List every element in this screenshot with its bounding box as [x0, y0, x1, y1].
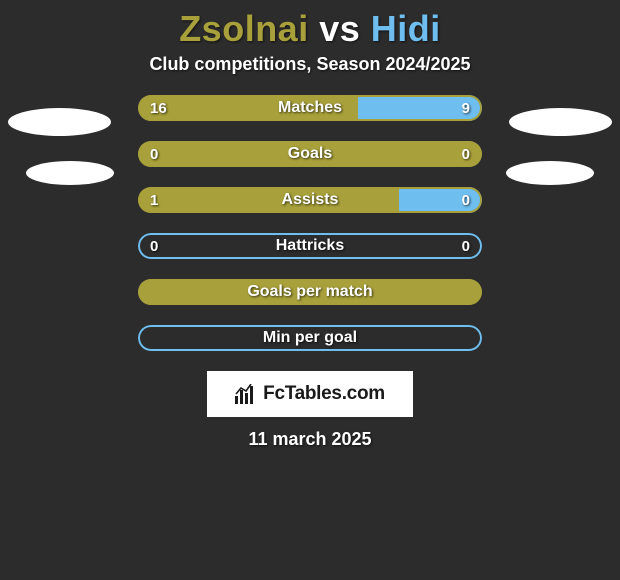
- comparison-rows: 16 Matches 9 0 Goals 0 1 Assists 0 0 Hat…: [0, 95, 620, 351]
- row-min-per-goal: Min per goal: [138, 325, 482, 351]
- row-assists: 1 Assists 0: [138, 187, 482, 213]
- title-player1: Zsolnai: [179, 8, 309, 49]
- row-value-right: 0: [462, 141, 470, 167]
- row-value-right: 9: [462, 95, 470, 121]
- branding-text: FcTables.com: [263, 383, 385, 405]
- player1-avatar-small: [26, 161, 114, 185]
- row-label: Assists: [138, 187, 482, 213]
- row-label: Matches: [138, 95, 482, 121]
- row-label: Goals: [138, 141, 482, 167]
- row-label: Goals per match: [138, 279, 482, 305]
- title-vs: vs: [319, 8, 360, 49]
- row-value-right: 0: [462, 187, 470, 213]
- branding-badge: FcTables.com: [207, 371, 413, 417]
- row-matches: 16 Matches 9: [138, 95, 482, 121]
- row-hattricks: 0 Hattricks 0: [138, 233, 482, 259]
- row-goals-per-match: Goals per match: [138, 279, 482, 305]
- player2-avatar-small: [506, 161, 594, 185]
- bar-chart-icon: [235, 384, 257, 404]
- date: 11 march 2025: [0, 429, 620, 450]
- title: Zsolnai vs Hidi: [0, 8, 620, 50]
- row-goals: 0 Goals 0: [138, 141, 482, 167]
- row-label: Hattricks: [138, 233, 482, 259]
- row-label: Min per goal: [138, 325, 482, 351]
- player1-avatar-large: [8, 108, 111, 136]
- row-value-right: 0: [462, 233, 470, 259]
- subtitle: Club competitions, Season 2024/2025: [0, 54, 620, 75]
- player2-avatar-large: [509, 108, 612, 136]
- title-player2: Hidi: [371, 8, 441, 49]
